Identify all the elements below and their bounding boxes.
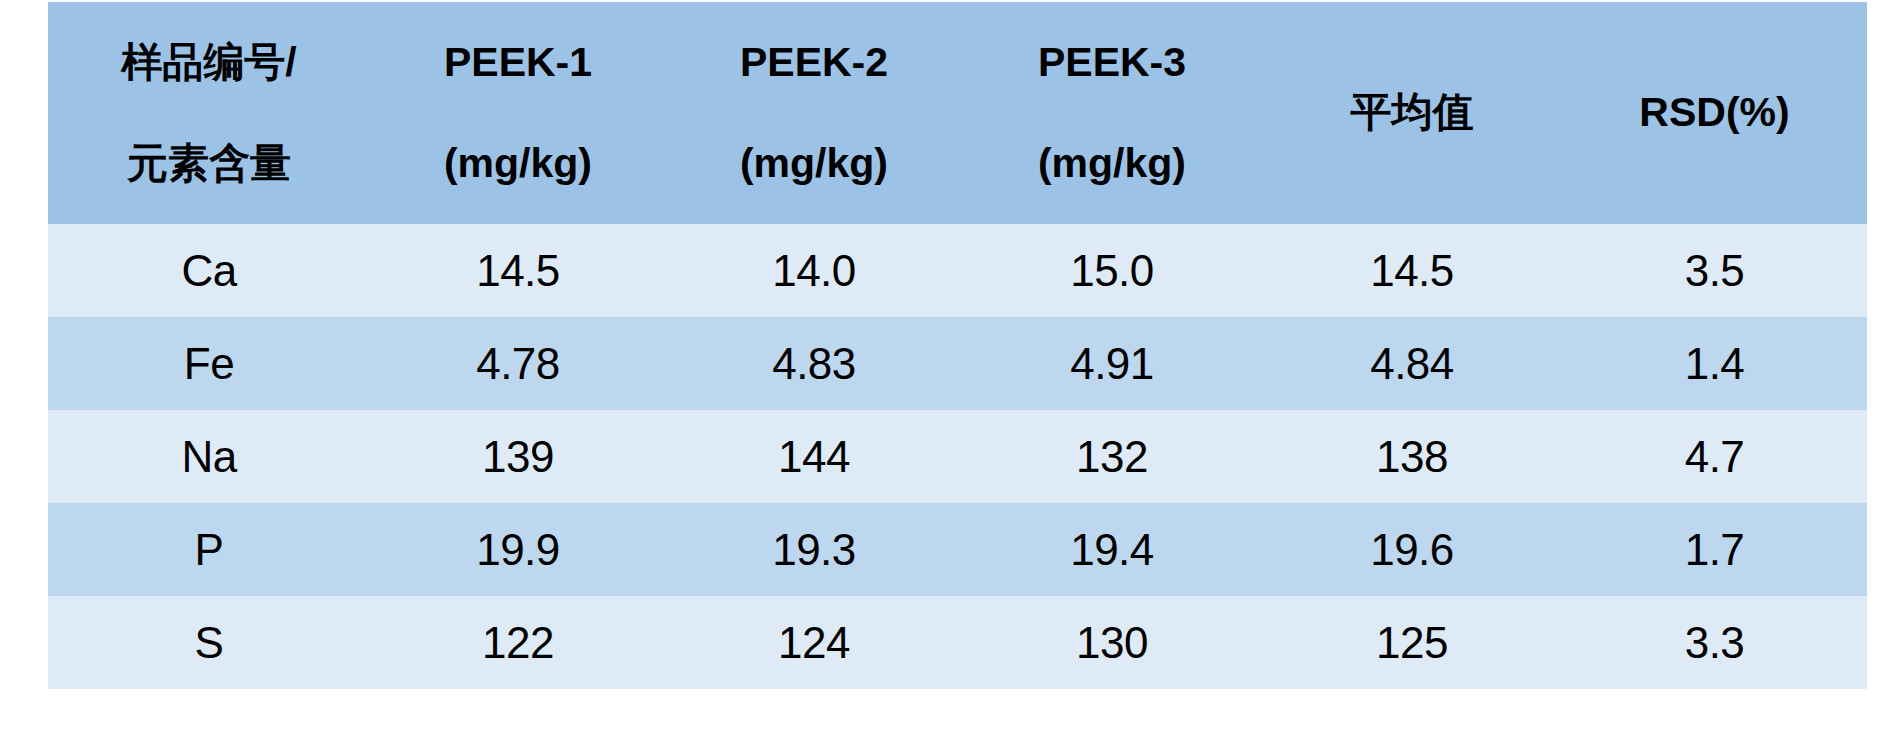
cell-element-fe: Fe	[48, 317, 370, 410]
cell-fe-rsd: 1.4	[1562, 317, 1867, 410]
header-mean-label: 平均值	[1351, 90, 1474, 135]
element-content-table: 样品编号/ 元素含量 PEEK-1 (mg/kg) PEEK-2 (mg/kg)…	[48, 2, 1867, 689]
cell-element-p: P	[48, 503, 370, 596]
cell-ca-peek1: 14.5	[370, 224, 666, 317]
cell-s-peek3: 130	[962, 596, 1262, 689]
cell-fe-mean: 4.84	[1262, 317, 1562, 410]
page: 样品编号/ 元素含量 PEEK-1 (mg/kg) PEEK-2 (mg/kg)…	[0, 0, 1890, 753]
cell-p-peek2: 19.3	[666, 503, 962, 596]
cell-s-rsd: 3.3	[1562, 596, 1867, 689]
cell-na-peek3: 132	[962, 410, 1262, 503]
cell-p-rsd: 1.7	[1562, 503, 1867, 596]
cell-na-peek1: 139	[370, 410, 666, 503]
cell-element-s: S	[48, 596, 370, 689]
header-peek-3-name: PEEK-3	[1038, 40, 1186, 85]
header-sample-id-line1: 样品编号/	[121, 40, 296, 85]
header-peek-3-unit: (mg/kg)	[1038, 141, 1186, 186]
header-rsd-label: RSD(%)	[1639, 90, 1789, 135]
cell-ca-peek2: 14.0	[666, 224, 962, 317]
cell-na-mean: 138	[1262, 410, 1562, 503]
cell-s-mean: 125	[1262, 596, 1562, 689]
header-cell-rsd: RSD(%)	[1562, 2, 1867, 224]
cell-element-ca: Ca	[48, 224, 370, 317]
header-cell-peek-1: PEEK-1 (mg/kg)	[370, 2, 666, 224]
cell-ca-peek3: 15.0	[962, 224, 1262, 317]
cell-element-na: Na	[48, 410, 370, 503]
cell-p-mean: 19.6	[1262, 503, 1562, 596]
cell-fe-peek3: 4.91	[962, 317, 1262, 410]
header-cell-peek-3: PEEK-3 (mg/kg)	[962, 2, 1262, 224]
cell-fe-peek2: 4.83	[666, 317, 962, 410]
cell-p-peek3: 19.4	[962, 503, 1262, 596]
header-cell-mean: 平均值	[1262, 2, 1562, 224]
cell-ca-mean: 14.5	[1262, 224, 1562, 317]
header-peek-2-unit: (mg/kg)	[740, 141, 888, 186]
header-sample-id-line2: 元素含量	[127, 141, 291, 186]
header-cell-sample-id: 样品编号/ 元素含量	[48, 2, 370, 224]
cell-s-peek1: 122	[370, 596, 666, 689]
header-peek-1-name: PEEK-1	[444, 40, 592, 85]
cell-s-peek2: 124	[666, 596, 962, 689]
header-peek-1-unit: (mg/kg)	[444, 141, 592, 186]
header-cell-peek-2: PEEK-2 (mg/kg)	[666, 2, 962, 224]
cell-fe-peek1: 4.78	[370, 317, 666, 410]
cell-na-rsd: 4.7	[1562, 410, 1867, 503]
cell-p-peek1: 19.9	[370, 503, 666, 596]
cell-ca-rsd: 3.5	[1562, 224, 1867, 317]
cell-na-peek2: 144	[666, 410, 962, 503]
header-peek-2-name: PEEK-2	[740, 40, 888, 85]
